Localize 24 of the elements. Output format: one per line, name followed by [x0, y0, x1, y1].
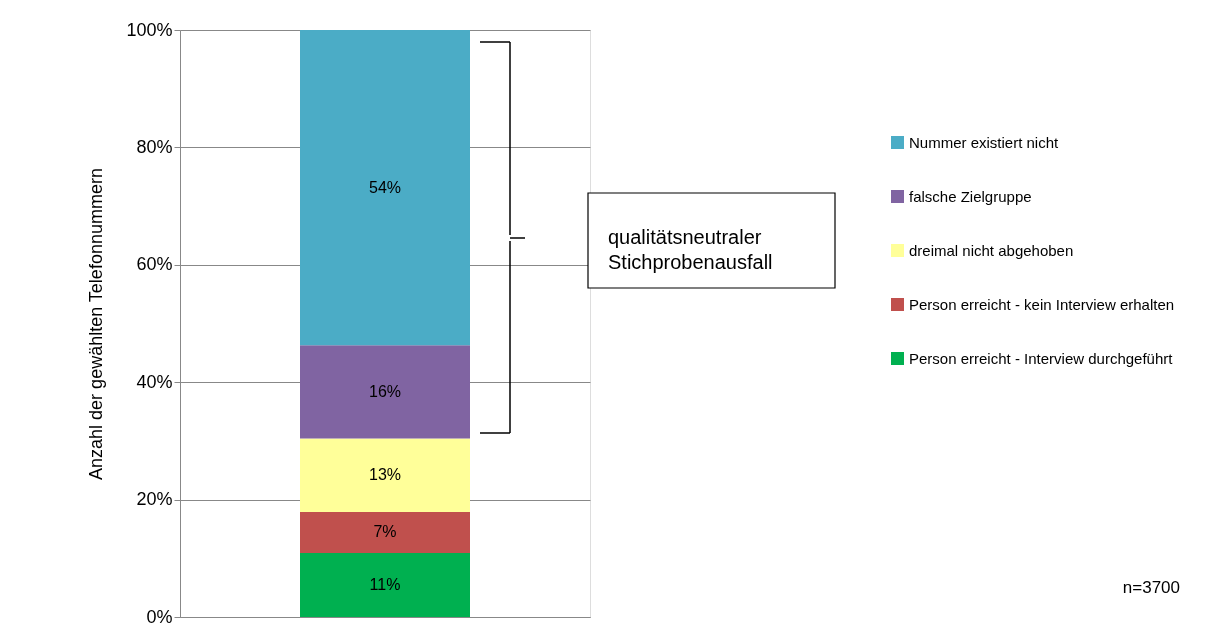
legend-label: Person erreicht - Interview durchgeführt: [909, 349, 1174, 367]
data-label: 16%: [368, 382, 402, 400]
bar: [300, 438, 470, 512]
y-tick-label: 40%: [136, 371, 173, 392]
data-label: 13%: [368, 466, 402, 484]
legend-label: Person erreicht - kein Interview erhalten: [909, 295, 1175, 313]
y-tick-label: 60%: [136, 254, 173, 275]
text: n=3700: [1122, 578, 1180, 597]
legend-label: falsche Zielgruppe: [909, 187, 1032, 205]
data-label: 54%: [368, 178, 402, 196]
legend-label: Nummer existiert nicht: [909, 133, 1060, 151]
data-label: 7%: [373, 523, 397, 541]
bar: [300, 511, 470, 554]
bar: [300, 345, 470, 439]
data-label: 11%: [369, 576, 401, 594]
y-axis-title: Anzahl der gewählten Telefonnummern: [86, 168, 107, 480]
text: qualitätsneutraler Stichprobenausfall: [608, 226, 773, 273]
y-tick-label: 100%: [126, 19, 173, 40]
legend-label: dreimal nicht abgehoben: [909, 241, 1074, 259]
y-tick-label: 20%: [136, 489, 173, 510]
bar: [300, 553, 470, 617]
y-tick-label: 0%: [146, 606, 173, 624]
y-tick-label: 80%: [136, 136, 173, 157]
bar: [300, 30, 470, 346]
